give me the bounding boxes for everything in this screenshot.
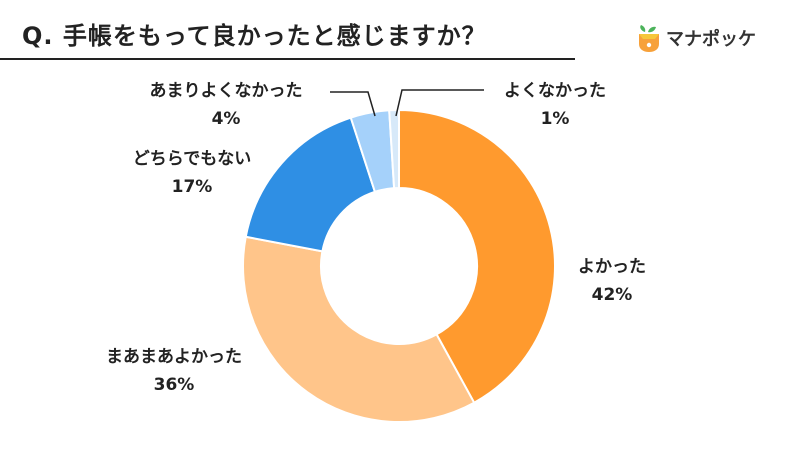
slice-percent-3: 17% xyxy=(172,177,213,197)
logo-dot xyxy=(646,42,652,48)
brand-logo: マナポッケ xyxy=(636,22,756,54)
donut-slices xyxy=(242,108,556,423)
slice-3 xyxy=(244,116,377,253)
pocket-logo-icon xyxy=(639,25,659,52)
logo-leaf-left xyxy=(640,25,646,32)
slice-labels: よかった 42% まあまあよかった 36% どちらでもない 17% あまりよくなかった 4% よ… xyxy=(106,81,646,395)
slice-percent-1: 42% xyxy=(592,285,633,305)
leader-line-slice-4 xyxy=(330,91,376,117)
brand-name: マナポッケ xyxy=(666,29,756,50)
leader-lines xyxy=(330,89,484,117)
logo-leaf-right xyxy=(648,26,656,33)
slice-label-4: あまりよくなかった xyxy=(150,81,303,101)
slice-2 xyxy=(242,235,476,423)
chart-title: Q. 手帳をもって良かったと感じますか？ xyxy=(22,22,487,50)
slice-label-5: よくなかった xyxy=(504,81,606,101)
title-underline xyxy=(0,58,575,60)
slice-label-3: どちらでもない xyxy=(133,149,252,169)
slice-percent-5: 1% xyxy=(541,109,570,129)
slice-5 xyxy=(388,108,400,190)
slice-percent-4: 4% xyxy=(212,109,241,129)
leader-line-slice-5 xyxy=(395,89,484,117)
slice-1 xyxy=(398,108,556,405)
slice-label-2: まあまあよかった xyxy=(106,347,242,367)
logo-pocket-fold xyxy=(639,34,659,39)
slice-percent-2: 36% xyxy=(154,375,195,395)
slice-label-1: よかった xyxy=(578,257,646,277)
